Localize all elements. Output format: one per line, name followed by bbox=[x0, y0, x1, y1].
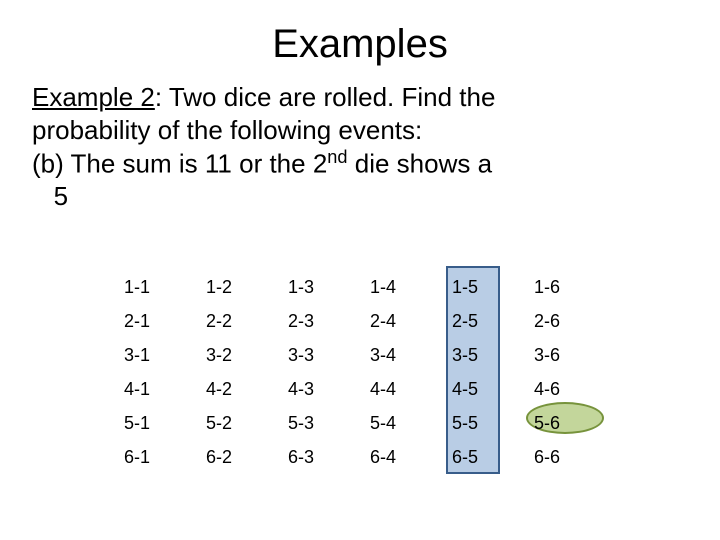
outcome-cell: 1-1 bbox=[124, 270, 206, 304]
problem-text-1: : Two dice are rolled. Find the bbox=[155, 82, 496, 112]
part-b-line2: 5 bbox=[54, 181, 68, 211]
slide-title: Examples bbox=[0, 0, 720, 81]
table-row: 1-11-21-31-41-51-6 bbox=[124, 270, 616, 304]
outcome-cell: 4-5 bbox=[452, 372, 534, 406]
outcome-cell: 5-1 bbox=[124, 406, 206, 440]
problem-text-2: probability of the following events: bbox=[32, 115, 422, 145]
outcome-cell: 5-2 bbox=[206, 406, 288, 440]
table-row: 5-15-25-35-45-55-6 bbox=[124, 406, 616, 440]
outcome-cell: 6-3 bbox=[288, 440, 370, 474]
outcome-cell: 1-4 bbox=[370, 270, 452, 304]
outcome-cell: 5-6 bbox=[534, 406, 616, 440]
outcome-cell: 4-6 bbox=[534, 372, 616, 406]
outcome-cell: 2-4 bbox=[370, 304, 452, 338]
outcome-cell: 6-1 bbox=[124, 440, 206, 474]
outcome-cell: 6-2 bbox=[206, 440, 288, 474]
outcome-cell: 4-3 bbox=[288, 372, 370, 406]
outcome-cell: 4-1 bbox=[124, 372, 206, 406]
outcome-cell: 2-1 bbox=[124, 304, 206, 338]
outcome-cell: 5-5 bbox=[452, 406, 534, 440]
outcome-cell: 6-5 bbox=[452, 440, 534, 474]
table-row: 6-16-26-36-46-56-6 bbox=[124, 440, 616, 474]
outcome-cell: 6-6 bbox=[534, 440, 616, 474]
outcome-cell: 3-6 bbox=[534, 338, 616, 372]
outcome-cell: 2-5 bbox=[452, 304, 534, 338]
outcome-cell: 1-2 bbox=[206, 270, 288, 304]
outcome-cell: 5-4 bbox=[370, 406, 452, 440]
outcome-cell: 1-3 bbox=[288, 270, 370, 304]
outcome-cell: 6-4 bbox=[370, 440, 452, 474]
outcome-cell: 2-2 bbox=[206, 304, 288, 338]
outcome-cell: 5-3 bbox=[288, 406, 370, 440]
table-row: 3-13-23-33-43-53-6 bbox=[124, 338, 616, 372]
part-b-text: (b) The sum is 11 or the 2 bbox=[32, 149, 327, 179]
outcome-cell: 1-5 bbox=[452, 270, 534, 304]
outcome-grid: 1-11-21-31-41-51-6 2-12-22-32-42-52-6 3-… bbox=[124, 270, 616, 474]
table-row: 4-14-24-34-44-54-6 bbox=[124, 372, 616, 406]
problem-statement: Example 2: Two dice are rolled. Find the… bbox=[0, 81, 720, 213]
outcome-cell: 2-3 bbox=[288, 304, 370, 338]
part-b-tail: die shows a bbox=[348, 149, 493, 179]
outcome-cell: 3-3 bbox=[288, 338, 370, 372]
superscript-nd: nd bbox=[327, 147, 347, 167]
outcome-cell: 3-2 bbox=[206, 338, 288, 372]
outcome-cell: 2-6 bbox=[534, 304, 616, 338]
outcome-cell: 4-2 bbox=[206, 372, 288, 406]
outcome-cell: 3-1 bbox=[124, 338, 206, 372]
outcome-cell: 4-4 bbox=[370, 372, 452, 406]
outcome-cell: 3-5 bbox=[452, 338, 534, 372]
table-row: 2-12-22-32-42-52-6 bbox=[124, 304, 616, 338]
outcome-cell: 1-6 bbox=[534, 270, 616, 304]
example-label: Example 2 bbox=[32, 82, 155, 112]
outcome-cell: 3-4 bbox=[370, 338, 452, 372]
